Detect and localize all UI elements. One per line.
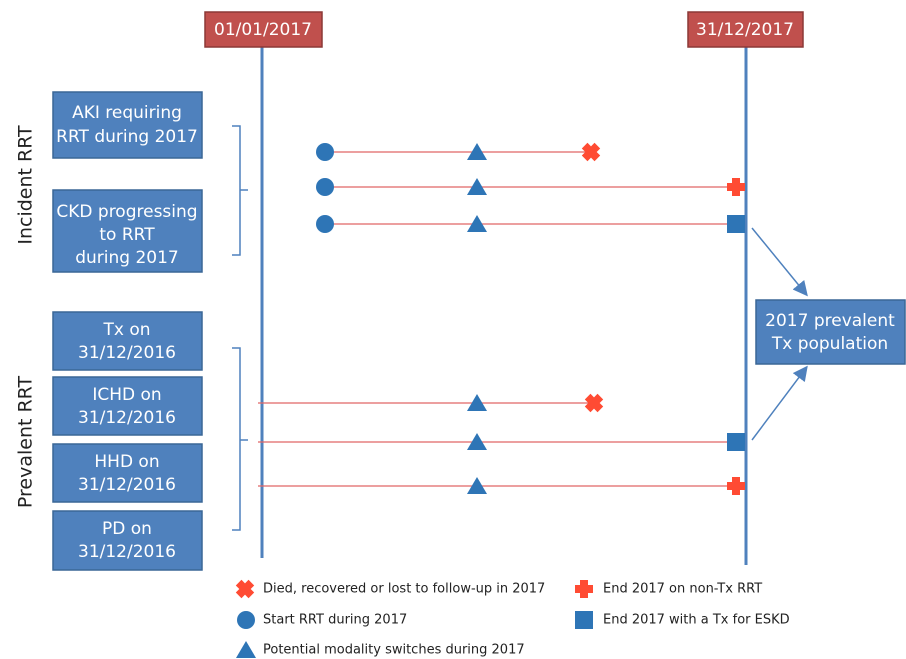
target-text: 2017 prevalent (765, 311, 895, 331)
legend-icon (575, 580, 593, 598)
start-date-box (204, 11, 323, 48)
box-text: to RRT (99, 225, 155, 245)
legend-icon (575, 611, 593, 629)
non-tx-marker (727, 178, 745, 196)
box-text: HHD on (94, 452, 159, 472)
box (52, 443, 203, 503)
box-text: 31/12/2016 (78, 343, 176, 363)
box-text: AKI requiring (72, 103, 182, 123)
switch-marker (467, 215, 487, 232)
arrow (751, 227, 808, 297)
box-text: 31/12/2016 (78, 475, 176, 495)
box-text: RRT during 2017 (56, 127, 198, 147)
box-text: during 2017 (75, 248, 179, 268)
start-marker (316, 178, 334, 196)
legend-text: End 2017 on non-Tx RRT (603, 582, 762, 597)
legend-icon (232, 576, 258, 602)
legend-text: Died, recovered or lost to follow-up in … (263, 582, 545, 597)
switch-marker (467, 143, 487, 160)
box (52, 91, 203, 159)
box-text: PD on (102, 519, 152, 539)
box-text: 31/12/2016 (78, 542, 176, 562)
box (52, 311, 203, 371)
start-marker (316, 215, 334, 233)
tx-marker (727, 215, 745, 233)
switch-marker (467, 178, 487, 195)
end-date: 31/12/2017 (696, 20, 794, 40)
end-date-box (687, 11, 804, 48)
brace (232, 347, 248, 531)
legend-icon (237, 611, 255, 629)
start-date: 01/01/2017 (214, 20, 312, 40)
arrow (751, 365, 808, 441)
start-marker (316, 143, 334, 161)
group-label: Prevalent RRT (15, 376, 37, 509)
legend-text: Start RRT during 2017 (263, 613, 407, 628)
box-text: Tx on (102, 320, 150, 340)
box-text: ICHD on (92, 385, 161, 405)
box-text: CKD progressing (56, 202, 197, 222)
box-text: 31/12/2016 (78, 408, 176, 428)
target-text: Tx population (771, 334, 888, 354)
non-tx-marker (727, 477, 745, 495)
brace (232, 125, 248, 256)
switch-marker (467, 477, 487, 494)
legend-text: Potential modality switches during 2017 (263, 643, 525, 658)
group-label: Incident RRT (15, 125, 37, 245)
box (52, 510, 203, 571)
tx-marker (727, 433, 745, 451)
legend-text: End 2017 with a Tx for ESKD (603, 613, 790, 628)
legend-icon (236, 641, 256, 658)
switch-marker (467, 394, 487, 411)
switch-marker (467, 433, 487, 450)
target-box (755, 299, 906, 365)
box (52, 376, 203, 436)
box (52, 189, 203, 273)
